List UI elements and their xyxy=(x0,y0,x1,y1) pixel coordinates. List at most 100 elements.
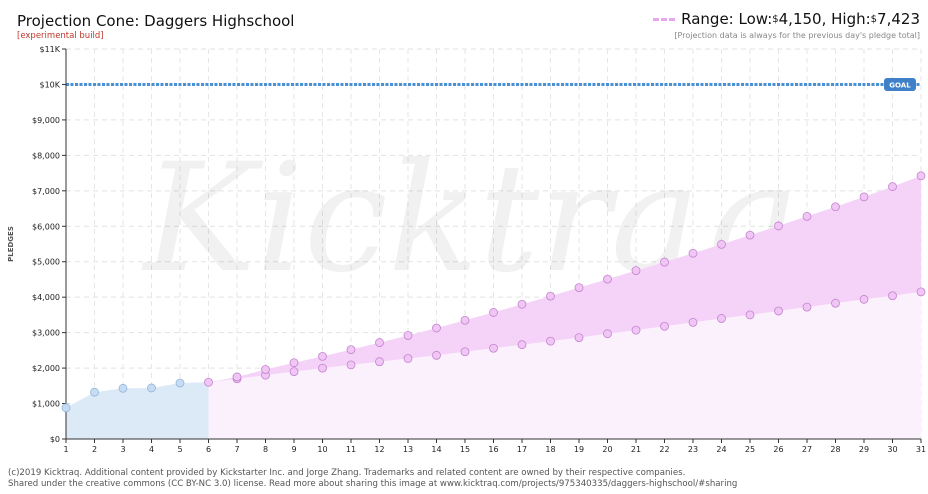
projected-high-point xyxy=(546,291,555,301)
goal-badge xyxy=(884,77,916,91)
x-tick-label: 30 xyxy=(887,445,897,454)
x-tick-label: 24 xyxy=(716,445,726,454)
x-tick-label: 17 xyxy=(517,445,527,454)
high-currency: $ xyxy=(870,13,878,25)
projected-low-point xyxy=(546,336,555,346)
x-tick-label: 7 xyxy=(234,445,239,454)
areas xyxy=(66,175,921,439)
x-tick-label: 2 xyxy=(92,445,97,454)
range-high-value: 7,423 xyxy=(877,10,920,28)
build-label: [experimental build] xyxy=(17,31,104,41)
y-tick-label: $3,000 xyxy=(32,329,60,338)
y-tick-label: $11K xyxy=(39,45,60,54)
actual-point xyxy=(147,383,156,393)
projected-low-point xyxy=(916,287,926,297)
x-tick-label: 1 xyxy=(63,445,68,454)
projected-low-point xyxy=(489,343,498,353)
projected-low-point xyxy=(688,317,698,327)
projected-low-point xyxy=(888,291,897,301)
x-tick-label: 26 xyxy=(773,445,783,454)
actual-point xyxy=(175,378,185,388)
y-tick-label: $10K xyxy=(39,80,60,89)
y-tick-label: $1,000 xyxy=(32,400,60,409)
footer-copyright: (c)2019 Kicktraq. Additional content pro… xyxy=(8,468,686,478)
actual-pledges-area xyxy=(66,382,209,439)
actual-point xyxy=(61,403,71,413)
projected-low-point xyxy=(403,354,413,363)
projection-legend-swatch xyxy=(653,17,676,21)
y-tick-label: $8,000 xyxy=(32,151,60,160)
actual-point xyxy=(204,377,213,387)
projection-note: [Projection data is always for the previ… xyxy=(674,31,920,40)
projected-high-point xyxy=(574,283,584,293)
y-tick-label: $0 xyxy=(50,435,60,444)
y-axis-label: PLEDGES xyxy=(7,226,15,262)
projected-high-point xyxy=(489,308,498,317)
projected-high-point xyxy=(460,315,470,325)
range-high-separator: , High: xyxy=(821,10,871,28)
chart-title: Projection Cone: Daggers Highschool xyxy=(17,12,295,30)
x-tick-label: 4 xyxy=(149,445,154,454)
projected-high-point xyxy=(232,372,242,382)
projected-low-point xyxy=(717,314,726,323)
x-tick-label: 27 xyxy=(802,445,812,454)
actual-point xyxy=(90,387,99,397)
markers xyxy=(61,171,926,413)
x-tick-label: 23 xyxy=(688,445,698,454)
actual-point xyxy=(118,383,128,393)
x-tick-label: 25 xyxy=(745,445,755,454)
goal-line-group: GOAL xyxy=(66,77,921,91)
y-tick-label: $6,000 xyxy=(32,222,60,231)
x-tick-label: 3 xyxy=(120,445,125,454)
projected-low-point xyxy=(346,360,356,370)
projected-low-point xyxy=(432,350,441,360)
range-low-value: 4,150 xyxy=(778,10,822,28)
projected-low-point xyxy=(603,329,612,339)
projected-low-point xyxy=(745,310,755,320)
projected-high-point xyxy=(745,230,755,240)
projected-low-point xyxy=(859,294,869,304)
projected-high-point xyxy=(289,358,299,368)
y-tick-label: $7,000 xyxy=(32,187,60,196)
projected-high-point xyxy=(831,202,840,212)
projected-high-point xyxy=(916,171,926,181)
projected-high-point xyxy=(318,351,327,361)
projected-high-point xyxy=(774,221,783,231)
projected-low-point xyxy=(802,302,812,312)
goal-badge-label: GOAL xyxy=(889,81,911,89)
x-tick-label: 28 xyxy=(830,445,840,454)
projected-high-point xyxy=(603,274,612,284)
footer-license: Shared under the creative commons (CC BY… xyxy=(8,479,738,489)
projected-high-point xyxy=(432,323,441,333)
x-tick-label: 21 xyxy=(631,445,641,454)
projected-high-point xyxy=(517,299,527,309)
range-legend: Range: Low: $4,150, High: $7,423 xyxy=(653,10,920,28)
projected-high-point xyxy=(660,257,669,267)
x-tick-label: 16 xyxy=(488,445,498,454)
projected-low-point xyxy=(660,321,669,331)
projected-low-point xyxy=(831,298,840,308)
axes: $0 $1,000 $2,000 $3,000 $4,000 $5,000 $6,000 $7… xyxy=(32,45,926,454)
projected-low-point xyxy=(574,333,584,343)
x-tick-label: 8 xyxy=(263,445,268,454)
x-tick-label: 19 xyxy=(574,445,584,454)
y-tick-label: $4,000 xyxy=(32,293,60,302)
x-tick-label: 29 xyxy=(859,445,869,454)
projected-low-point xyxy=(517,340,527,350)
projected-high-point xyxy=(375,338,384,347)
y-tick-label: $5,000 xyxy=(32,258,60,267)
x-tick-label: 13 xyxy=(403,445,413,454)
projected-low-point xyxy=(631,325,641,335)
x-tick-label: 11 xyxy=(346,445,356,454)
projected-high-point xyxy=(859,192,869,202)
projected-high-point xyxy=(802,211,812,221)
x-tick-label: 10 xyxy=(317,445,327,454)
x-tick-label: 12 xyxy=(374,445,384,454)
projected-high-point xyxy=(261,365,270,374)
projected-high-point xyxy=(717,239,726,249)
low-currency: $ xyxy=(772,13,779,25)
x-tick-label: 14 xyxy=(431,445,441,454)
projection-cone-area xyxy=(208,175,921,383)
projected-low-point xyxy=(774,306,783,316)
